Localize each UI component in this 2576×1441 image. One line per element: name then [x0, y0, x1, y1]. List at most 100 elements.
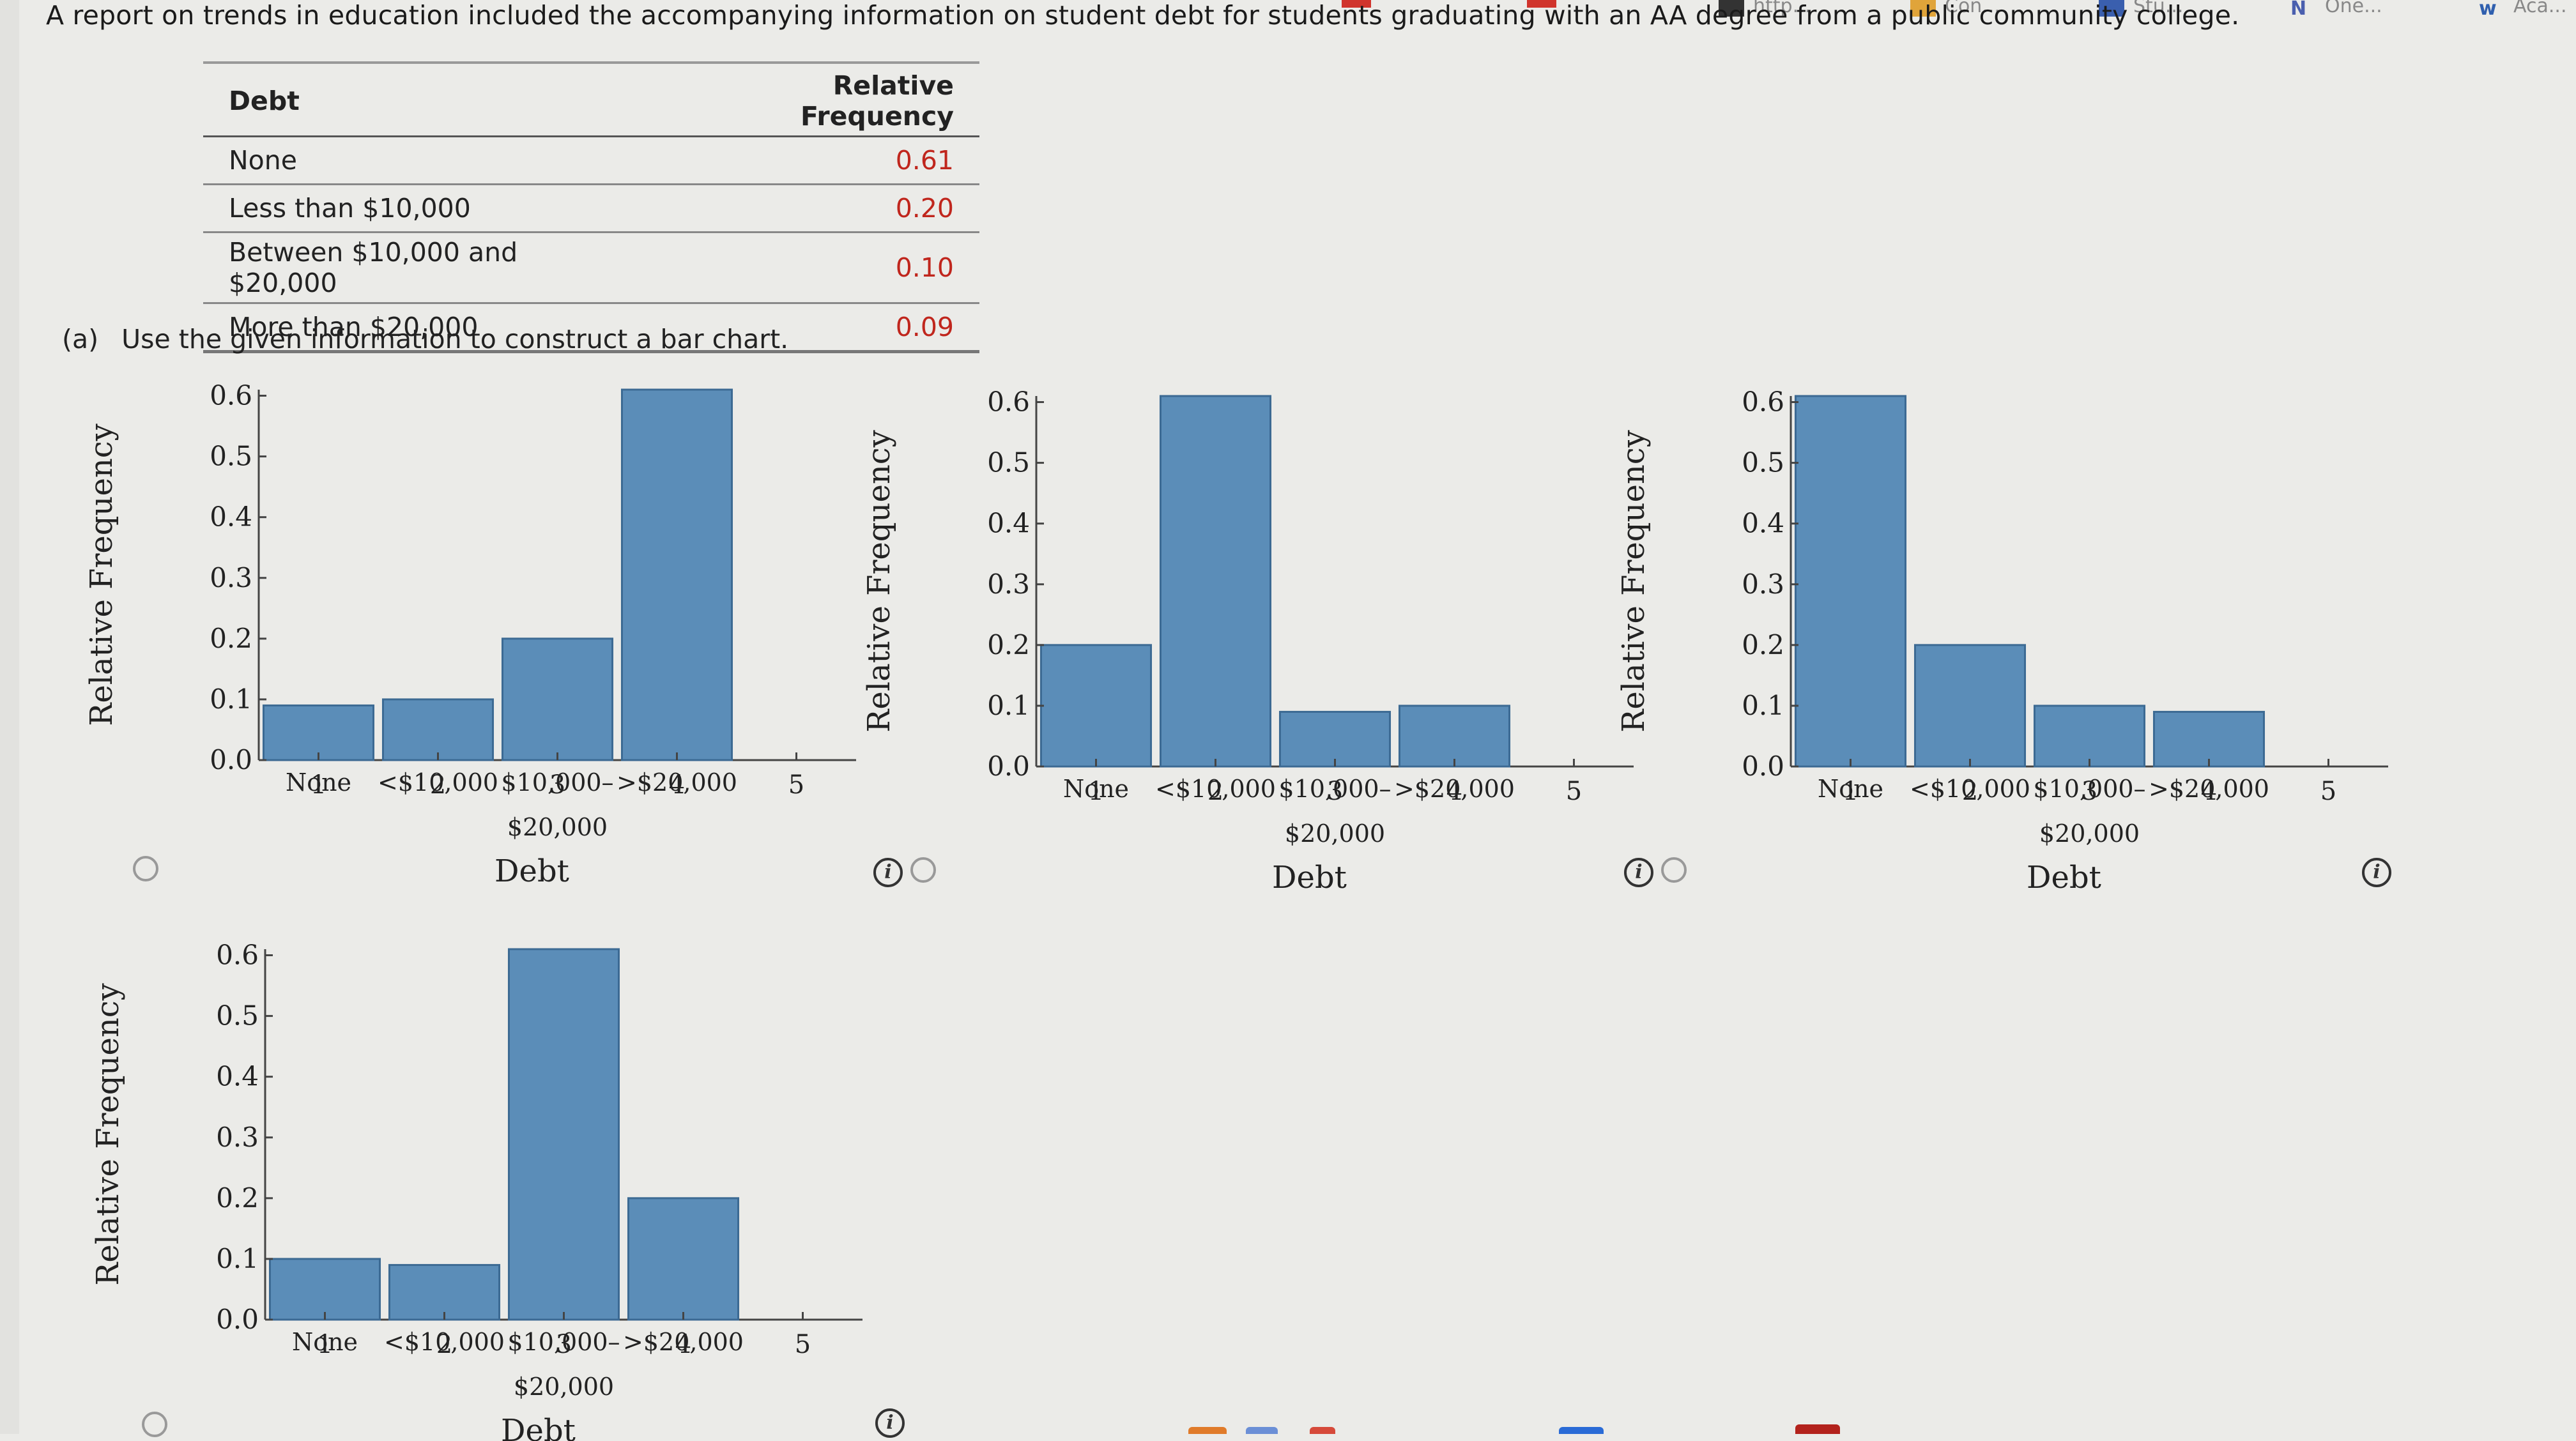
bar: [620, 388, 733, 761]
table-header-debt: Debt: [203, 61, 650, 137]
x-tick-label: 5: [795, 1330, 811, 1359]
bar: [1278, 710, 1392, 768]
table-cell-frequency: 0.61: [649, 136, 979, 185]
bar: [2033, 705, 2146, 768]
bar-chart-option-1: 0.0 0.1 0.2 0.3 0.4 0.5 0.6 1 2 3 4 5 None <$10,000 $1…: [84, 380, 856, 889]
x-tick-label: 3: [2082, 777, 2097, 806]
bookmark-2[interactable]: Con...: [1910, 0, 2000, 17]
y-tick-label: 0.3: [216, 1122, 259, 1153]
bar-chart-option-2: 0.0 0.1 0.2 0.3 0.4 0.5 0.6 1 2 3 4 5 None <$10,000 $1…: [861, 386, 1634, 896]
category-label: $10,000–: [2033, 775, 2145, 803]
y-tick-label: 0.4: [987, 508, 1030, 539]
x-tick-label: 4: [669, 770, 685, 800]
x-tick-label: 5: [788, 770, 804, 800]
table-cell-debt: More than $20,000: [203, 303, 650, 353]
category-label: $10,000–: [507, 1328, 620, 1356]
bar: [2152, 710, 2266, 768]
x-tick-label: 1: [317, 1330, 333, 1359]
y-tick-label: 0.6: [1742, 386, 1784, 418]
category-label: $10,000–: [501, 768, 613, 797]
x-tick-label: 3: [1327, 777, 1343, 806]
y-tick-label: 0.5: [1742, 447, 1784, 478]
category-label: None: [292, 1328, 358, 1356]
table-cell-debt: None: [203, 136, 650, 185]
y-axis-label: Relative Frequency: [1616, 430, 1652, 733]
category-label: <$10,000: [384, 1328, 505, 1356]
bookmark-5[interactable]: w Aca...: [2479, 0, 2567, 20]
x-tick-label: 4: [2201, 777, 2217, 806]
debt-frequency-table: Debt Relative Frequency None 0.61 Less t…: [203, 61, 979, 353]
y-tick-label: 0.2: [216, 1182, 259, 1214]
bar: [507, 948, 620, 1321]
option-2-info-icon[interactable]: i: [1624, 858, 1653, 887]
y-tick-label: 0.6: [216, 940, 259, 971]
x-tick-label: 1: [1843, 777, 1859, 806]
y-tick-label: 0.5: [216, 1000, 259, 1032]
y-tick-label: 0.0: [1742, 751, 1784, 782]
y-tick-label: 0.6: [987, 386, 1030, 418]
y-tick-label: 0.5: [987, 447, 1030, 478]
x-tick-label: 2: [436, 1330, 452, 1359]
category-label: >$20,000: [623, 1328, 744, 1356]
bookmark-3[interactable]: Stu...: [2099, 0, 2183, 17]
option-2-radio[interactable]: [910, 857, 936, 883]
category-label: >$20,000: [1394, 775, 1515, 803]
bookmark-4[interactable]: N One...: [2290, 0, 2382, 20]
table-header-row: Debt Relative Frequency: [203, 61, 979, 137]
x-tick-label: 1: [310, 770, 326, 800]
table-row: Between $10,000 and $20,000 0.10: [203, 232, 979, 304]
table-cell-debt: Between $10,000 and $20,000: [203, 232, 650, 304]
x-axis-label: Debt: [2027, 860, 2101, 896]
y-tick-label: 0.6: [210, 380, 252, 411]
bar: [1159, 395, 1272, 768]
bar: [268, 1258, 381, 1321]
table-cell-frequency: 0.20: [649, 184, 979, 233]
bar: [381, 698, 494, 761]
y-tick-label: 0.1: [210, 683, 252, 715]
part-a-label: (a): [62, 324, 99, 355]
category-label: $10,000–: [1278, 775, 1391, 803]
bar: [1913, 644, 2027, 768]
bookmarks-bar: http... Con... Stu... N One... w Aca...: [0, 0, 2576, 20]
bar-chart-option-4: 0.0 0.1 0.2 0.3 0.4 0.5 0.6 1 2 3 4 5 None <$10,000 $1…: [90, 940, 862, 1441]
x-axis-label: Debt: [494, 853, 569, 889]
question-intro-text: A report on trends in education included…: [46, 0, 2240, 31]
y-axis-label: Relative Frequency: [861, 430, 897, 733]
table-cell-frequency: 0.10: [649, 232, 979, 304]
table-cell-frequency: 0.09: [649, 303, 979, 353]
category-label: <$10,000: [1910, 775, 2030, 803]
y-tick-label: 0.1: [987, 690, 1030, 721]
x-axis-label: Debt: [1272, 860, 1347, 896]
option-3-radio[interactable]: [1661, 857, 1687, 883]
option-4-info-icon[interactable]: i: [875, 1408, 905, 1438]
part-a-text: Use the given information to construct a…: [121, 324, 789, 355]
y-tick-label: 0.5: [210, 441, 252, 472]
x-tick-label: 1: [1088, 777, 1104, 806]
bar: [1039, 644, 1153, 768]
x-tick-label: 5: [1566, 777, 1582, 806]
option-4-radio[interactable]: [142, 1412, 167, 1437]
y-tick-label: 0.1: [1742, 690, 1784, 721]
category-label: None: [286, 768, 351, 797]
y-tick-label: 0.2: [1742, 629, 1784, 660]
category-label: $20,000: [507, 813, 608, 841]
x-axis-label: Debt: [501, 1413, 576, 1441]
x-tick-label: 4: [1446, 777, 1462, 806]
red-bookmark-icon: [1342, 0, 1371, 8]
y-tick-label: 0.0: [987, 751, 1030, 782]
option-1-radio[interactable]: [133, 856, 158, 881]
table-row: None 0.61: [203, 136, 979, 185]
bookmark-1[interactable]: http...: [1719, 0, 1811, 17]
category-label: <$10,000: [378, 768, 498, 797]
option-1-info-icon[interactable]: i: [873, 858, 903, 887]
option-3-info-icon[interactable]: i: [2362, 858, 2391, 887]
bar: [501, 637, 614, 761]
x-tick-label: 3: [556, 1330, 572, 1359]
category-label: None: [1818, 775, 1883, 803]
y-tick-label: 0.2: [987, 629, 1030, 660]
bar: [1398, 705, 1511, 768]
y-tick-label: 0.2: [210, 623, 252, 654]
y-axis-label: Relative Frequency: [90, 983, 126, 1286]
window-left-edge: [0, 0, 19, 1434]
y-tick-label: 0.3: [210, 562, 252, 593]
